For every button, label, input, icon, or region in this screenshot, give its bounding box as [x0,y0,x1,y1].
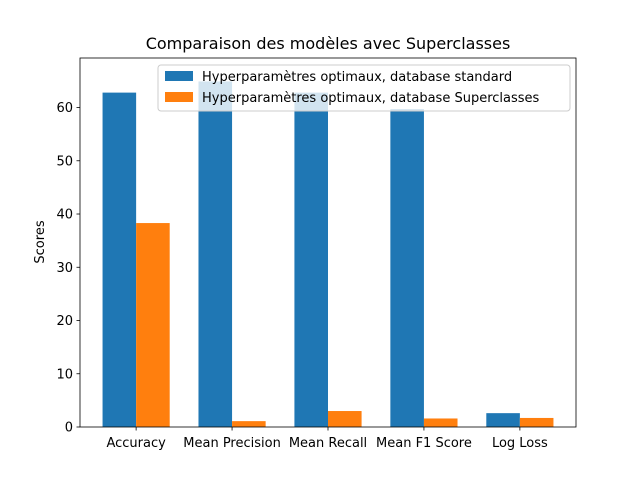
x-tick-label-3: Mean F1 Score [376,436,472,451]
legend-swatch-1 [165,71,193,81]
bar-series-1-1 [198,81,233,428]
x-tick-label-2: Mean Recall [289,436,367,451]
plot-area: 0 10 20 30 40 50 60 Accuracy Mean Precision Mean … [56,57,577,451]
y-tick-label-0: 0 [65,421,73,436]
y-tick-label-2: 20 [56,314,73,329]
bar-series-2-0 [136,223,170,427]
legend: Hyperparamètres optimaux, database stand… [157,64,571,112]
bar-series-1-3 [390,109,424,428]
y-tick-label-5: 50 [56,154,73,169]
bar-series-1-4 [486,413,520,427]
y-axis-label: Scores [33,220,48,263]
bar-series-2-4 [519,417,554,427]
y-tick-label-6: 60 [56,101,73,116]
y-tick-label-4: 40 [56,208,73,223]
chart-title: Comparaison des modèles avec Superclasse… [146,34,511,53]
bar-series-2-2 [328,411,362,427]
x-tick-label-0: Accuracy [106,436,166,451]
bar-series-1-0 [102,92,137,428]
legend-swatch-2 [165,92,193,102]
y-tick-label-1: 10 [56,367,73,382]
x-tick-label-1: Mean Precision [183,436,281,451]
legend-box [157,64,571,112]
bar-series-1-2 [294,92,328,428]
bar-series-2-3 [423,418,458,427]
y-tick-label-3: 30 [56,261,73,276]
bar-series-2-1 [232,421,266,427]
legend-label-2: Hyperparamètres optimaux, database Super… [202,91,540,106]
x-tick-label-4: Log Loss [492,436,548,451]
legend-label-1: Hyperparamètres optimaux, database stand… [202,70,512,85]
